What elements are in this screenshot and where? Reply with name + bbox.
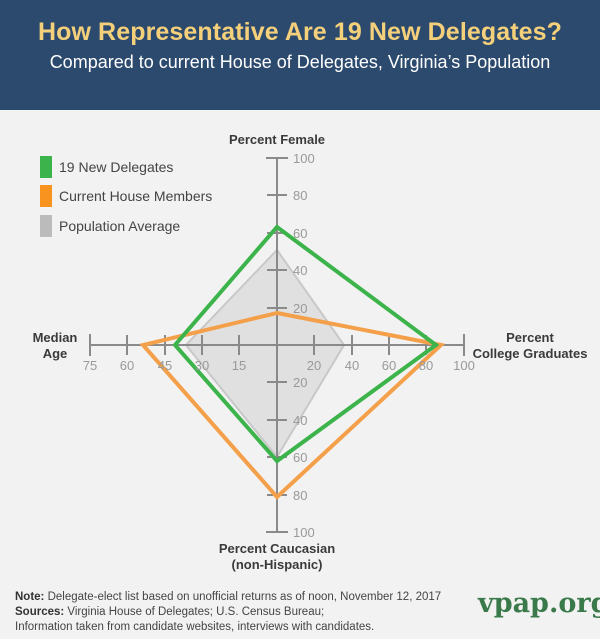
sources-text: Virginia House of Delegates; U.S. Census… <box>64 606 325 618</box>
legend-item-population: Population Average <box>40 211 212 241</box>
svg-text:100: 100 <box>453 358 475 373</box>
svg-text:40: 40 <box>345 358 359 373</box>
axis-title-line: Percent <box>506 330 554 345</box>
svg-text:60: 60 <box>293 450 307 465</box>
axis-title-female: Percent Female <box>228 132 326 147</box>
svg-text:75: 75 <box>83 358 97 373</box>
axis-title-line: Percent Caucasian <box>218 541 336 556</box>
legend-swatch-orange <box>40 185 52 208</box>
axis-title-caucasian: Percent Caucasian (non-Hispanic) <box>207 541 347 573</box>
axis-title-line: (non-Hispanic) <box>231 557 323 572</box>
svg-text:100: 100 <box>293 525 315 540</box>
legend-label: 19 New Delegates <box>59 158 174 175</box>
footer-notes: Note: Delegate-elect list based on unoff… <box>15 590 441 635</box>
footer-info: Information taken from candidate website… <box>15 621 375 633</box>
footer-sources: Sources: Virginia House of Delegates; U.… <box>15 605 441 620</box>
tick-labels: 100 80 60 40 20 20 40 60 80 100 20 40 60… <box>83 151 475 540</box>
legend-item-new-delegates: 19 New Delegates <box>40 152 212 182</box>
svg-text:100: 100 <box>293 151 315 166</box>
brand-logo: vpap.org <box>478 588 600 619</box>
svg-text:60: 60 <box>293 226 307 241</box>
svg-text:60: 60 <box>382 358 396 373</box>
svg-text:20: 20 <box>293 375 307 390</box>
svg-text:30: 30 <box>195 358 209 373</box>
svg-text:80: 80 <box>419 358 433 373</box>
series-population <box>184 248 346 459</box>
note-text: Delegate-elect list based on unofficial … <box>44 591 442 603</box>
svg-text:20: 20 <box>293 301 307 316</box>
footer-note: Note: Delegate-elect list based on unoff… <box>15 590 441 605</box>
svg-text:40: 40 <box>293 413 307 428</box>
axis-title-line: College Graduates <box>472 346 588 361</box>
axis-title-line: Age <box>42 346 68 361</box>
chart-subtitle: Compared to current House of Delegates, … <box>49 52 551 72</box>
series-new-delegates <box>172 224 440 464</box>
note-label: Note: <box>15 591 45 603</box>
svg-text:45: 45 <box>158 358 172 373</box>
series-current-house <box>139 310 446 500</box>
axis-title-median-age: Median Age <box>22 330 88 362</box>
legend: 19 New Delegates Current House Members P… <box>40 152 212 241</box>
sources-label: Sources: <box>15 606 65 618</box>
axis-title-college: Percent College Graduates <box>468 330 592 362</box>
svg-text:20: 20 <box>307 358 321 373</box>
legend-label: Population Average <box>59 217 181 234</box>
header-banner: How Representative Are 19 New Delegates?… <box>0 0 600 110</box>
axis-title-line: Median <box>32 330 78 345</box>
svg-text:80: 80 <box>293 488 307 503</box>
svg-text:15: 15 <box>232 358 246 373</box>
legend-item-current-house: Current House Members <box>40 182 212 212</box>
chart-title: How Representative Are 19 New Delegates? <box>37 18 563 46</box>
axes <box>89 157 465 533</box>
legend-swatch-gray <box>40 214 52 237</box>
svg-text:60: 60 <box>120 358 134 373</box>
radar-chart: 100 80 60 40 20 20 40 60 80 100 20 40 60… <box>83 151 475 540</box>
legend-swatch-green <box>40 155 52 178</box>
svg-text:80: 80 <box>293 188 307 203</box>
svg-text:40: 40 <box>293 263 307 278</box>
legend-label: Current House Members <box>59 188 213 205</box>
